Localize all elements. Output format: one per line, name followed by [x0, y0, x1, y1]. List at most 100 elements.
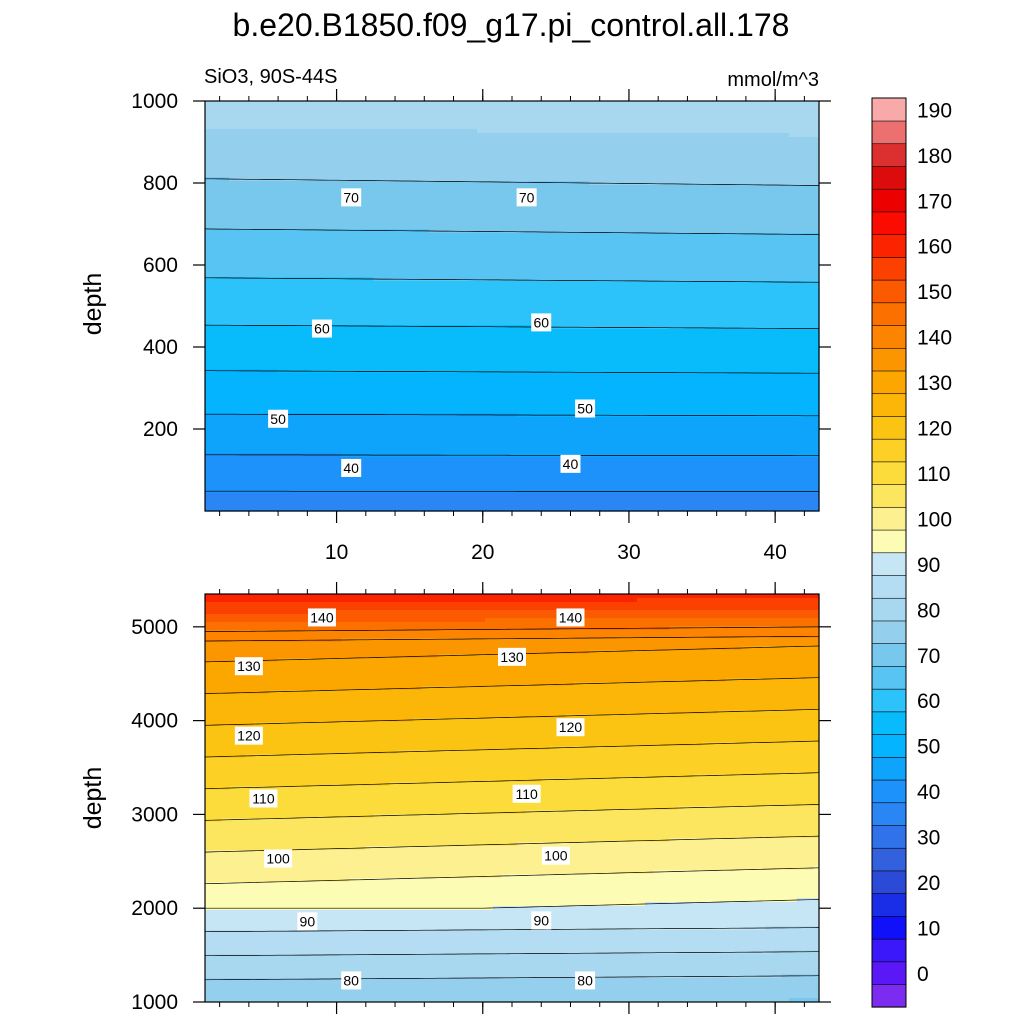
field-cell — [525, 225, 534, 230]
field-cell — [349, 117, 358, 122]
field-cell — [789, 333, 798, 338]
field-cell — [589, 341, 598, 346]
field-cell — [805, 105, 814, 110]
field-cell — [277, 145, 286, 150]
field-cell — [805, 333, 814, 338]
field-cell — [757, 173, 766, 178]
field-cell — [709, 285, 718, 290]
field-cell — [229, 253, 238, 258]
field-cell — [365, 297, 374, 302]
field-cell — [661, 277, 670, 282]
field-cell — [213, 121, 222, 126]
field-cell — [205, 109, 214, 114]
field-cell — [613, 169, 622, 174]
field-cell — [413, 141, 422, 146]
field-cell — [205, 141, 214, 146]
field-cell — [709, 113, 718, 118]
field-cell — [661, 133, 670, 138]
field-cell — [245, 209, 254, 214]
field-cell — [765, 353, 774, 358]
field-cell — [725, 145, 734, 150]
field-cell — [565, 277, 574, 282]
field-cell — [381, 229, 390, 234]
field-cell — [301, 185, 310, 190]
field-cell — [333, 141, 342, 146]
field-cell — [637, 289, 646, 294]
field-cell — [621, 241, 630, 246]
field-cell — [269, 237, 278, 242]
field-cell — [245, 277, 254, 282]
field-cell — [717, 301, 726, 306]
field-cell — [469, 161, 478, 166]
field-cell — [357, 321, 366, 326]
field-cell — [621, 273, 630, 278]
field-cell — [773, 201, 782, 206]
field-cell — [261, 329, 270, 334]
field-cell — [341, 217, 350, 222]
field-cell — [597, 289, 606, 294]
field-cell — [725, 181, 734, 186]
field-cell — [325, 117, 334, 122]
field-cell — [605, 209, 614, 214]
field-cell — [325, 165, 334, 170]
field-cell — [645, 353, 654, 358]
field-cell — [805, 313, 814, 318]
field-cell — [293, 129, 302, 134]
field-cell — [781, 217, 790, 222]
field-cell — [677, 293, 686, 298]
field-cell — [637, 153, 646, 158]
field-cell — [485, 205, 494, 210]
field-cell — [725, 353, 734, 358]
field-cell — [261, 165, 270, 170]
field-cell — [509, 253, 518, 258]
field-cell — [661, 121, 670, 126]
field-cell — [581, 301, 590, 306]
field-cell — [477, 197, 486, 202]
field-cell — [301, 209, 310, 214]
field-cell — [229, 249, 238, 254]
field-cell — [349, 177, 358, 182]
field-cell — [629, 357, 638, 362]
field-cell — [277, 201, 286, 206]
field-cell — [229, 277, 238, 282]
field-cell — [461, 273, 470, 278]
field-cell — [621, 341, 630, 346]
field-cell — [245, 113, 254, 118]
field-cell — [381, 101, 390, 106]
field-cell — [589, 185, 598, 190]
field-cell — [605, 253, 614, 258]
field-cell — [493, 273, 502, 278]
field-cell — [709, 145, 718, 150]
field-cell — [677, 109, 686, 114]
field-cell — [637, 257, 646, 262]
field-cell — [253, 297, 262, 302]
field-cell — [781, 149, 790, 154]
field-cell — [349, 277, 358, 282]
field-cell — [509, 201, 518, 206]
field-cell — [429, 301, 438, 306]
field-cell — [501, 161, 510, 166]
field-cell — [581, 205, 590, 210]
field-cell — [797, 293, 806, 298]
field-cell — [205, 193, 214, 198]
field-cell — [317, 305, 326, 310]
field-cell — [773, 129, 782, 134]
field-cell — [581, 189, 590, 194]
field-cell — [541, 289, 550, 294]
field-cell — [645, 317, 654, 322]
field-cell — [317, 297, 326, 302]
field-cell — [805, 269, 814, 274]
field-cell — [661, 297, 670, 302]
field-cell — [789, 341, 798, 346]
field-cell — [237, 137, 246, 142]
field-cell — [709, 185, 718, 190]
field-cell — [389, 261, 398, 266]
field-cell — [629, 245, 638, 250]
field-cell — [669, 353, 678, 358]
field-cell — [565, 189, 574, 194]
field-cell — [629, 109, 638, 114]
field-cell — [277, 101, 286, 106]
field-cell — [709, 353, 718, 358]
field-cell — [357, 161, 366, 166]
field-cell — [709, 177, 718, 182]
